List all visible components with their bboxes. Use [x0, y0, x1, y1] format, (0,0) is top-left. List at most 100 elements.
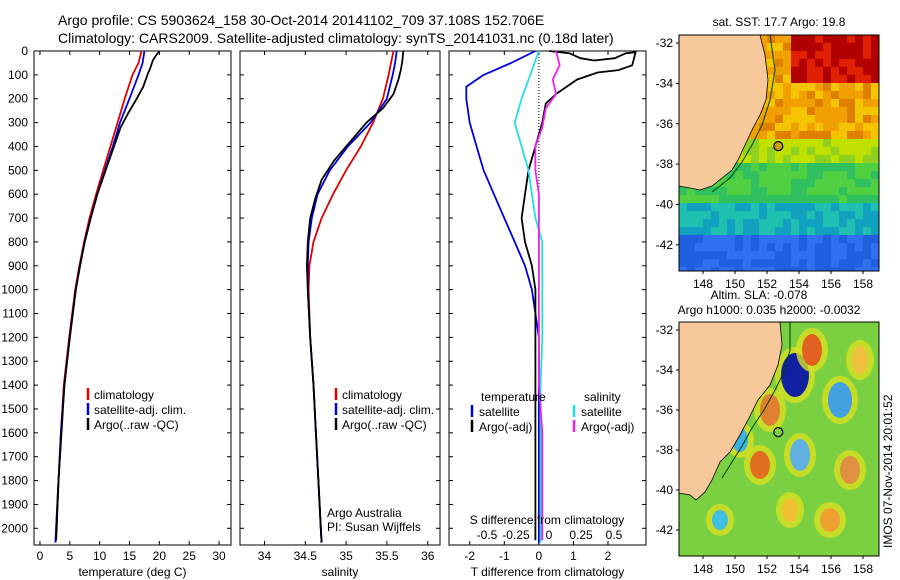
depth-tick-label: 1800: [1, 474, 28, 488]
x-tick-label: 35: [339, 549, 353, 563]
x-tick-label: 25: [183, 549, 197, 563]
lon-tick-label: 150: [725, 277, 745, 291]
depth-tick-label: 1100: [2, 307, 28, 321]
imos-timestamp: IMOS 07-Nov-2014 20:01:52: [881, 394, 895, 548]
series-line-salinity-argo-adj-: [534, 50, 561, 541]
legend-entry: Argo(..raw -QC): [342, 418, 427, 432]
lon-tick-label: 156: [821, 277, 841, 291]
secondary-tick-label: -0.25: [502, 528, 530, 542]
lon-tick-label: 148: [693, 277, 713, 291]
legend-heading-temperature: temperature: [481, 390, 546, 404]
lon-tick-label: 158: [853, 277, 873, 291]
x-tick-label: 0: [37, 549, 44, 563]
x-tick-label: 10: [93, 549, 107, 563]
secondary-tick-label: 0.5: [606, 528, 623, 542]
lon-tick-label: 150: [725, 562, 745, 576]
depth-tick-label: 1900: [1, 497, 28, 511]
x-tick-label: 20: [153, 549, 167, 563]
map-frame: [678, 34, 880, 272]
lat-tick-label: -38: [656, 443, 674, 457]
lat-tick-label: -32: [656, 36, 674, 50]
series-line-salinity-satellite: [513, 50, 544, 543]
x-tick-label: 34.5: [294, 549, 318, 563]
profile-panel-3: -2 -1 0 1 2 T difference from climatology temp…: [448, 50, 647, 579]
depth-tick-label: 1700: [1, 450, 28, 464]
depth-tick-label: 100: [8, 68, 28, 82]
shelf-contour: [721, 322, 791, 479]
lat-tick-label: -42: [656, 523, 674, 537]
map-title-line-1: Altim. SLA: -0.078: [711, 288, 808, 302]
header-line-2: Climatology: CARS2009. Satellite-adjuste…: [58, 30, 614, 46]
profile-panel-2: 34 34.5 35 35.5 36 salinity climatologysatelli…: [239, 50, 441, 579]
depth-tick-label: 1500: [1, 402, 28, 416]
depth-tick-label: 900: [8, 259, 28, 273]
x-axis-label: temperature (deg C): [78, 565, 186, 579]
shelf-contour: [711, 35, 776, 193]
x-axis-label: T difference from climatology: [471, 565, 625, 579]
map-title: sat. SST: 17.7 Argo: 19.8: [713, 15, 846, 29]
lat-tick-label: -36: [656, 117, 674, 131]
x-tick-label: 15: [123, 549, 137, 563]
depth-tick-label: 1600: [1, 426, 28, 440]
depth-tick-label: 1300: [1, 354, 28, 368]
lon-tick-label: 152: [757, 562, 777, 576]
series-line-argo-raw-qc-: [305, 50, 405, 543]
secondary-tick-label: 0: [546, 528, 553, 542]
map-title-line-2: Argo h1000: 0.035 h2000: -0.0032: [678, 303, 861, 317]
land-mass: [679, 35, 769, 191]
lon-tick-label: 148: [693, 562, 713, 576]
depth-tick-label: 200: [8, 92, 28, 106]
lat-tick-label: -40: [656, 197, 674, 211]
header-line-1: Argo profile: CS 5903624_158 30-Oct-2014…: [58, 12, 545, 28]
legend-entry: satellite-adj. clim.: [342, 403, 434, 417]
land-mass: [679, 322, 783, 501]
legend-entry: satellite: [479, 405, 520, 419]
depth-tick-label: 700: [8, 211, 28, 225]
series-line-argo-raw-qc-: [55, 50, 161, 541]
legend-entry: climatology: [342, 388, 402, 402]
legend-entry: Argo(..raw -QC): [94, 418, 179, 432]
legend-entry: Argo(-adj): [479, 420, 532, 434]
lat-tick-label: -42: [656, 238, 674, 252]
plot-frame: [33, 50, 232, 546]
x-tick-label: 34: [258, 549, 272, 563]
x-tick-label: 0: [536, 549, 543, 563]
x-tick-label: 1: [570, 549, 577, 563]
argo-float-marker: [773, 427, 784, 438]
lon-tick-label: 156: [821, 562, 841, 576]
lon-tick-label: 154: [789, 562, 809, 576]
legend-entry: climatology: [94, 388, 154, 402]
x-tick-label: 5: [66, 549, 73, 563]
secondary-axis-label: S difference from climatology: [470, 513, 625, 527]
lat-tick-label: -38: [656, 157, 674, 171]
profile-panel-1: 0100200300400500600700800900100011001200…: [1, 44, 232, 579]
x-tick-label: -1: [499, 549, 510, 563]
lat-tick-label: -40: [656, 483, 674, 497]
series-line-temperature-satellite: [465, 50, 540, 543]
lon-tick-label: 154: [789, 277, 809, 291]
legend-entry: Argo(-adj): [581, 420, 634, 434]
lat-tick-label: -34: [656, 76, 674, 90]
depth-tick-label: 400: [8, 139, 28, 153]
legend-entry: satellite: [581, 405, 622, 419]
plot-frame: [239, 50, 441, 546]
depth-tick-label: 800: [8, 235, 28, 249]
sst-map: sat. SST: 17.7 Argo: 19.8 -32 -34 -36 -38 -40…: [656, 15, 880, 291]
annotation-line-1: Argo Australia: [327, 506, 402, 520]
depth-tick-label: 600: [8, 187, 28, 201]
lon-tick-label: 152: [757, 277, 777, 291]
depth-tick-label: 2000: [1, 521, 28, 535]
legend-heading-salinity: salinity: [584, 390, 621, 404]
x-axis-label: salinity: [322, 565, 359, 579]
secondary-tick-label: 0.25: [569, 528, 593, 542]
x-tick-label: 30: [212, 549, 226, 563]
x-tick-label: 2: [605, 549, 612, 563]
secondary-tick-label: -0.5: [477, 528, 498, 542]
x-tick-label: 35.5: [375, 549, 399, 563]
depth-tick-label: 1400: [1, 378, 28, 392]
lat-tick-label: -34: [656, 363, 674, 377]
depth-tick-label: 1200: [1, 330, 28, 344]
depth-tick-label: 300: [8, 116, 28, 130]
